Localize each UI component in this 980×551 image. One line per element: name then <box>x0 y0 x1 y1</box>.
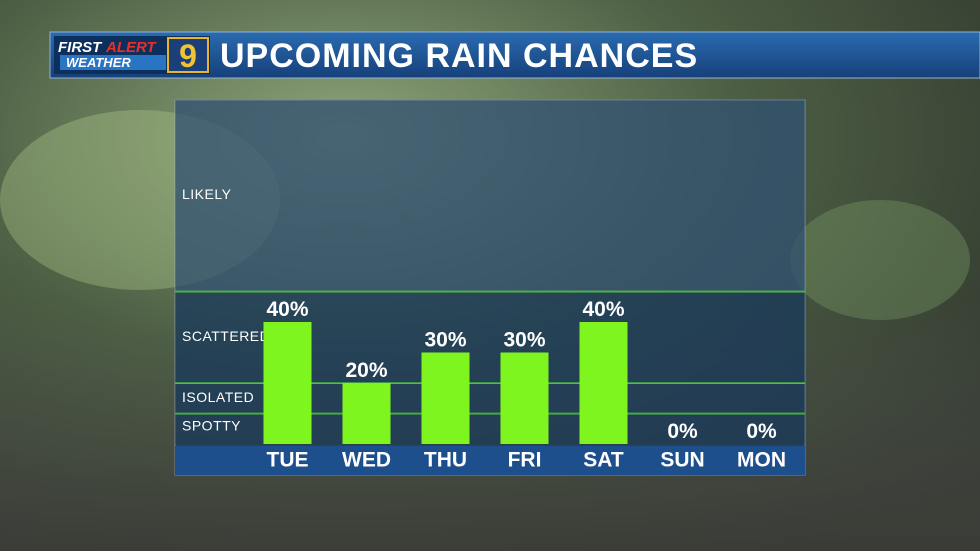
value-label: 30% <box>424 329 466 352</box>
x-tick-label: TUE <box>267 449 309 472</box>
logo-alert: ALERT <box>105 39 158 56</box>
x-tick-label: THU <box>424 449 467 472</box>
logo-weather-box <box>60 55 166 70</box>
zone-label: ISOLATED <box>182 389 254 405</box>
day-strip <box>175 446 805 475</box>
value-label: 40% <box>266 298 308 321</box>
x-tick-label: SAT <box>583 449 624 472</box>
plot: SPOTTY ISOLATED SCATTERED LIKELY 40% TUE 20% WE… <box>175 99 805 475</box>
logo-first: FIRST <box>58 39 103 56</box>
zone-label: SPOTTY <box>182 417 241 433</box>
x-tick-label: SUN <box>660 449 704 472</box>
logo-weather: WEATHER <box>66 55 131 70</box>
chart-title: UPCOMING RAIN CHANCES <box>220 37 698 75</box>
bar <box>263 322 312 444</box>
logo-channel: 9 <box>179 38 197 74</box>
bar <box>500 352 549 444</box>
x-tick-label: MON <box>737 449 786 472</box>
x-tick-label: FRI <box>508 449 542 472</box>
zone-label: LIKELY <box>182 186 232 202</box>
zone-label: SCATTERED <box>182 328 270 344</box>
value-label: 0% <box>667 420 698 443</box>
bar <box>342 383 391 444</box>
logo-channel-box <box>167 37 209 73</box>
bar <box>579 322 628 444</box>
value-label: 40% <box>582 298 624 321</box>
zone-band <box>175 99 805 292</box>
bokeh <box>790 200 970 320</box>
value-label: 20% <box>345 359 387 382</box>
value-label: 0% <box>746 420 777 443</box>
value-label: 30% <box>503 329 545 352</box>
bar <box>421 352 470 444</box>
x-tick-label: WED <box>342 449 391 472</box>
